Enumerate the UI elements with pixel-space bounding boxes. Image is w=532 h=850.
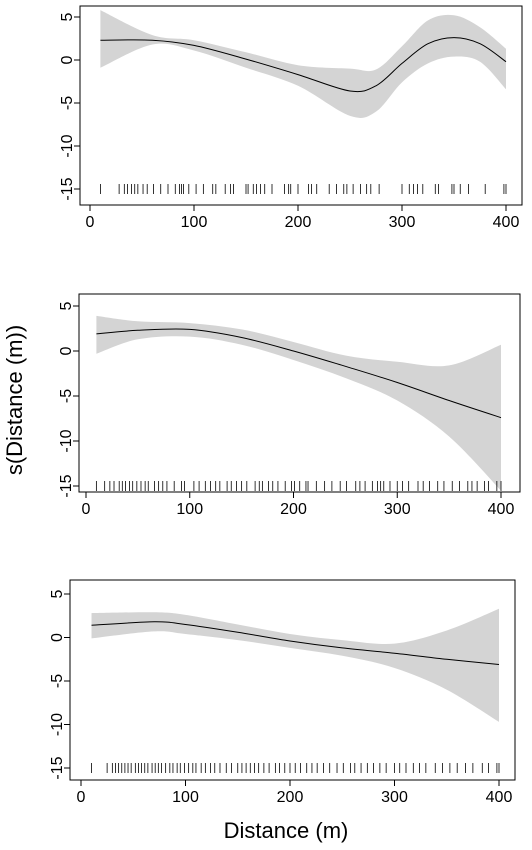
x-tick-label: 200 bbox=[285, 214, 312, 231]
x-tick-label: 100 bbox=[181, 214, 208, 231]
smooth-line bbox=[91, 621, 500, 665]
x-tick-label: 400 bbox=[488, 501, 515, 518]
y-tick-label: -10 bbox=[58, 429, 75, 452]
smooth-line bbox=[100, 37, 507, 93]
x-tick-label: 300 bbox=[384, 501, 411, 518]
x-tick-label: 0 bbox=[82, 501, 91, 518]
plot-frame bbox=[69, 579, 516, 781]
x-tick-label: 300 bbox=[381, 789, 408, 806]
y-tick-label: -10 bbox=[59, 134, 76, 157]
panel-2: 5 0 -5 -10 -15 0 100 200 300 400 bbox=[58, 293, 521, 518]
y-tick-label: 0 bbox=[49, 633, 66, 642]
y-tick-label: -15 bbox=[58, 474, 75, 497]
y-axis-title: s(Distance (m)) bbox=[2, 325, 27, 475]
y-tick-label: 5 bbox=[58, 301, 75, 310]
x-tick-label: 0 bbox=[77, 789, 86, 806]
x-tick-label: 400 bbox=[493, 214, 520, 231]
y-tick-label: -5 bbox=[59, 96, 76, 110]
confidence-band bbox=[91, 608, 499, 722]
y-tick-label: 5 bbox=[59, 12, 76, 21]
y-tick-label: -10 bbox=[49, 713, 66, 736]
panel-3: 5 0 -5 -10 -15 0 100 200 300 400 bbox=[49, 579, 516, 806]
y-tick-label: 0 bbox=[58, 346, 75, 355]
smooth-line bbox=[96, 328, 502, 419]
x-tick-label: 100 bbox=[176, 501, 203, 518]
y-tick-label: -5 bbox=[49, 674, 66, 688]
x-tick-label: 200 bbox=[277, 789, 304, 806]
x-tick-label: 200 bbox=[280, 501, 307, 518]
plot-frame bbox=[78, 293, 521, 493]
x-tick-label: 300 bbox=[389, 214, 416, 231]
y-tick-label: 5 bbox=[49, 589, 66, 598]
x-tick-label: 0 bbox=[86, 214, 95, 231]
x-tick-label: 100 bbox=[172, 789, 199, 806]
x-tick-label: 400 bbox=[486, 789, 513, 806]
x-axis-title: Distance (m) bbox=[224, 818, 349, 843]
y-tick-label: -15 bbox=[59, 177, 76, 200]
y-tick-label: -15 bbox=[49, 756, 66, 779]
confidence-band bbox=[100, 10, 507, 118]
panel-1: 5 0 -5 -10 -15 0 100 200 300 400 bbox=[59, 5, 523, 231]
y-tick-label: -5 bbox=[58, 389, 75, 403]
confidence-band bbox=[96, 315, 502, 491]
y-tick-label: 0 bbox=[59, 55, 76, 64]
plot-frame bbox=[79, 5, 523, 206]
